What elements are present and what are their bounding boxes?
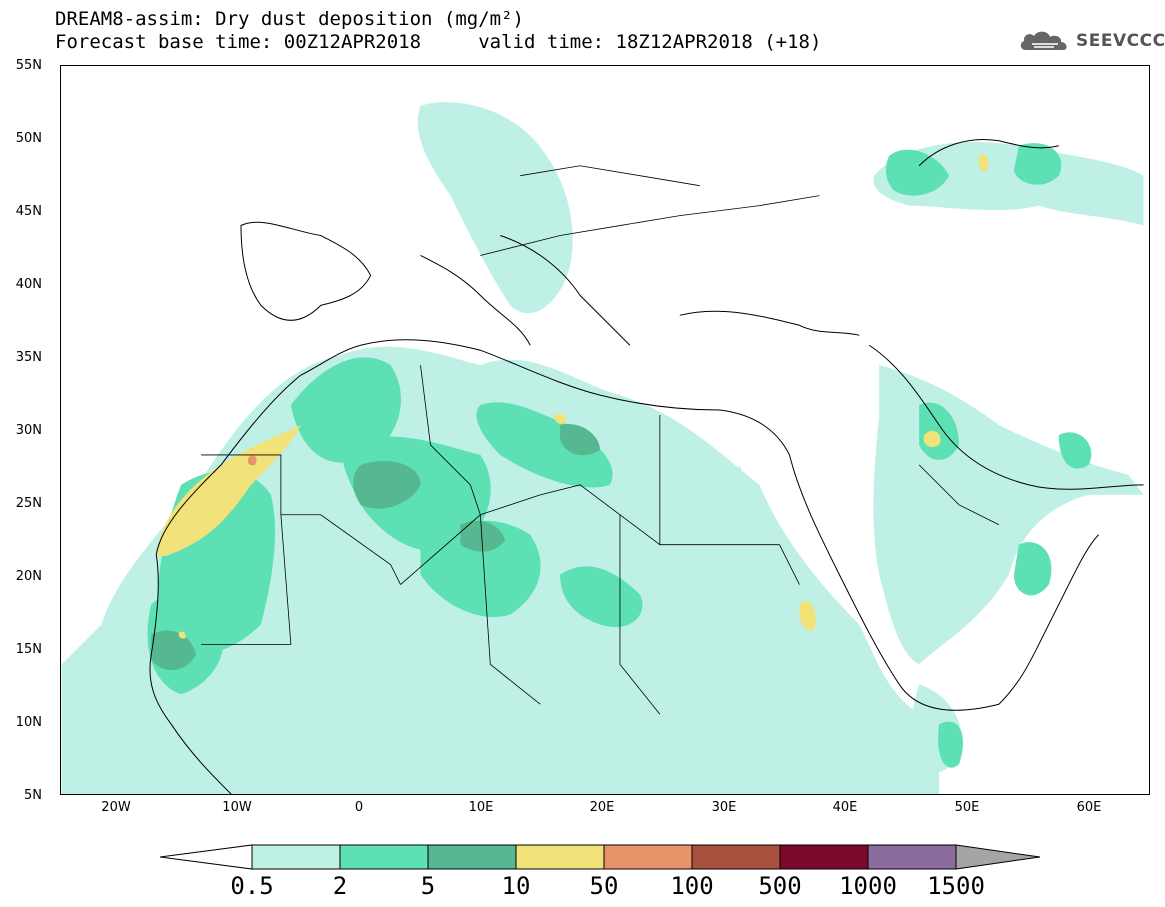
colorbar-segment [867, 844, 957, 870]
lat-label: 55N [15, 58, 42, 73]
colorbar-label: 100 [670, 872, 714, 900]
dust-deposition-map [60, 65, 1150, 795]
colorbar-high-arrow [955, 844, 1041, 870]
forecast-time-line: Forecast base time: 00Z12APR2018 valid t… [55, 31, 822, 53]
logo-text: SEEVCCC [1076, 31, 1165, 51]
colorbar-segment [515, 844, 605, 870]
seevccc-logo: SEEVCCC [1018, 28, 1165, 54]
lat-label: 25N [15, 496, 42, 511]
lat-label: 50N [15, 131, 42, 146]
colorbar-segment [691, 844, 781, 870]
colorbar-label: 10 [501, 872, 531, 900]
lon-label: 10W [222, 800, 252, 815]
colorbar-segment [427, 844, 517, 870]
colorbar-segment [603, 844, 693, 870]
colorbar-label: 1500 [927, 872, 985, 900]
lon-label: 40E [832, 800, 858, 815]
dust-field-yellow [156, 154, 989, 639]
lat-label: 35N [15, 350, 42, 365]
colorbar-label: 500 [758, 872, 802, 900]
lat-label: 40N [15, 277, 42, 292]
lat-label: 10N [15, 715, 42, 730]
lon-label: 60E [1076, 800, 1102, 815]
coastlines [149, 139, 1144, 794]
lon-label: 30E [711, 800, 737, 815]
colorbar [160, 844, 1041, 870]
country-borders [201, 165, 1000, 715]
lat-label: 45N [15, 204, 42, 219]
colorbar-label: 1000 [839, 872, 897, 900]
colorbar-segment [339, 844, 429, 870]
dust-field-red [247, 455, 257, 466]
lon-label: 20W [101, 800, 131, 815]
lon-label: 20E [589, 800, 615, 815]
lat-label: 15N [15, 642, 42, 657]
colorbar-label: 0.5 [230, 872, 274, 900]
colorbar-low-arrow [160, 844, 253, 870]
lat-label: 20N [15, 569, 42, 584]
dust-field-dark [151, 424, 601, 671]
colorbar-label: 2 [332, 872, 348, 900]
lon-label: 50E [954, 800, 980, 815]
colorbar-label: 5 [420, 872, 436, 900]
lon-label: 10E [468, 800, 494, 815]
lon-label: 0 [354, 800, 364, 815]
cloud-logo-icon [1020, 31, 1067, 50]
colorbar-label: 50 [589, 872, 619, 900]
map-title: DREAM8-assim: Dry dust deposition (mg/m²… [55, 8, 524, 30]
colorbar-segment [251, 844, 341, 870]
lat-label: 30N [15, 423, 42, 438]
colorbar-segment [779, 844, 869, 870]
dust-field-light [61, 102, 1144, 794]
lat-label: 5N [24, 788, 42, 803]
